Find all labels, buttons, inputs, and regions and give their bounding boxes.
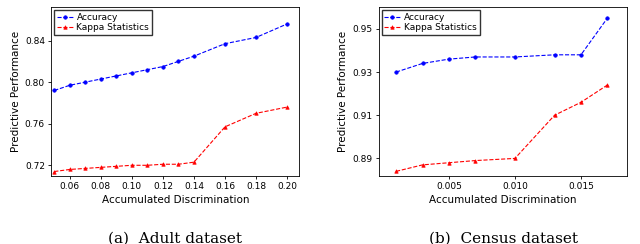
Line: Accuracy: Accuracy — [52, 22, 289, 92]
Accuracy — [113, 74, 120, 77]
Accuracy — [472, 55, 479, 58]
Accuracy — [551, 53, 559, 56]
Legend: Accuracy, Kappa Statistics: Accuracy, Kappa Statistics — [381, 10, 479, 35]
Kappa Statistics — [577, 101, 585, 104]
Accuracy — [419, 62, 426, 65]
Title: (b)  Census dataset: (b) Census dataset — [429, 232, 577, 244]
Title: (a)  Adult dataset: (a) Adult dataset — [108, 232, 243, 244]
Accuracy — [66, 84, 74, 87]
Accuracy — [51, 89, 58, 92]
Kappa Statistics — [284, 106, 291, 109]
Accuracy — [175, 60, 182, 63]
Kappa Statistics — [511, 157, 519, 160]
Accuracy — [159, 65, 167, 68]
Kappa Statistics — [190, 161, 198, 164]
Kappa Statistics — [81, 167, 89, 170]
X-axis label: Accumulated Discrimination: Accumulated Discrimination — [429, 195, 577, 205]
Kappa Statistics — [604, 83, 611, 86]
Y-axis label: Predictive Performance: Predictive Performance — [11, 31, 20, 152]
Kappa Statistics — [143, 164, 151, 167]
Accuracy — [284, 22, 291, 25]
Kappa Statistics — [551, 114, 559, 117]
Accuracy — [445, 58, 452, 61]
Kappa Statistics — [51, 170, 58, 173]
Accuracy — [97, 78, 105, 81]
Line: Kappa Statistics: Kappa Statistics — [52, 105, 289, 173]
Kappa Statistics — [128, 164, 136, 167]
Accuracy — [81, 81, 89, 84]
Kappa Statistics — [97, 166, 105, 169]
Kappa Statistics — [392, 170, 400, 173]
Kappa Statistics — [175, 163, 182, 166]
Kappa Statistics — [159, 163, 167, 166]
Kappa Statistics — [445, 161, 452, 164]
Accuracy — [128, 71, 136, 74]
Kappa Statistics — [113, 165, 120, 168]
Accuracy — [604, 17, 611, 20]
Kappa Statistics — [419, 163, 426, 166]
Legend: Accuracy, Kappa Statistics: Accuracy, Kappa Statistics — [54, 10, 152, 35]
Line: Accuracy: Accuracy — [394, 16, 609, 74]
Kappa Statistics — [472, 159, 479, 162]
Accuracy — [221, 42, 229, 45]
Accuracy — [392, 71, 400, 73]
Kappa Statistics — [66, 168, 74, 171]
Accuracy — [252, 36, 260, 39]
Y-axis label: Predictive Performance: Predictive Performance — [339, 31, 348, 152]
Line: Kappa Statistics: Kappa Statistics — [394, 83, 609, 173]
Accuracy — [190, 55, 198, 58]
Accuracy — [511, 55, 519, 58]
Accuracy — [143, 68, 151, 71]
Accuracy — [577, 53, 585, 56]
Kappa Statistics — [252, 112, 260, 115]
X-axis label: Accumulated Discrimination: Accumulated Discrimination — [102, 195, 249, 205]
Kappa Statistics — [221, 125, 229, 128]
